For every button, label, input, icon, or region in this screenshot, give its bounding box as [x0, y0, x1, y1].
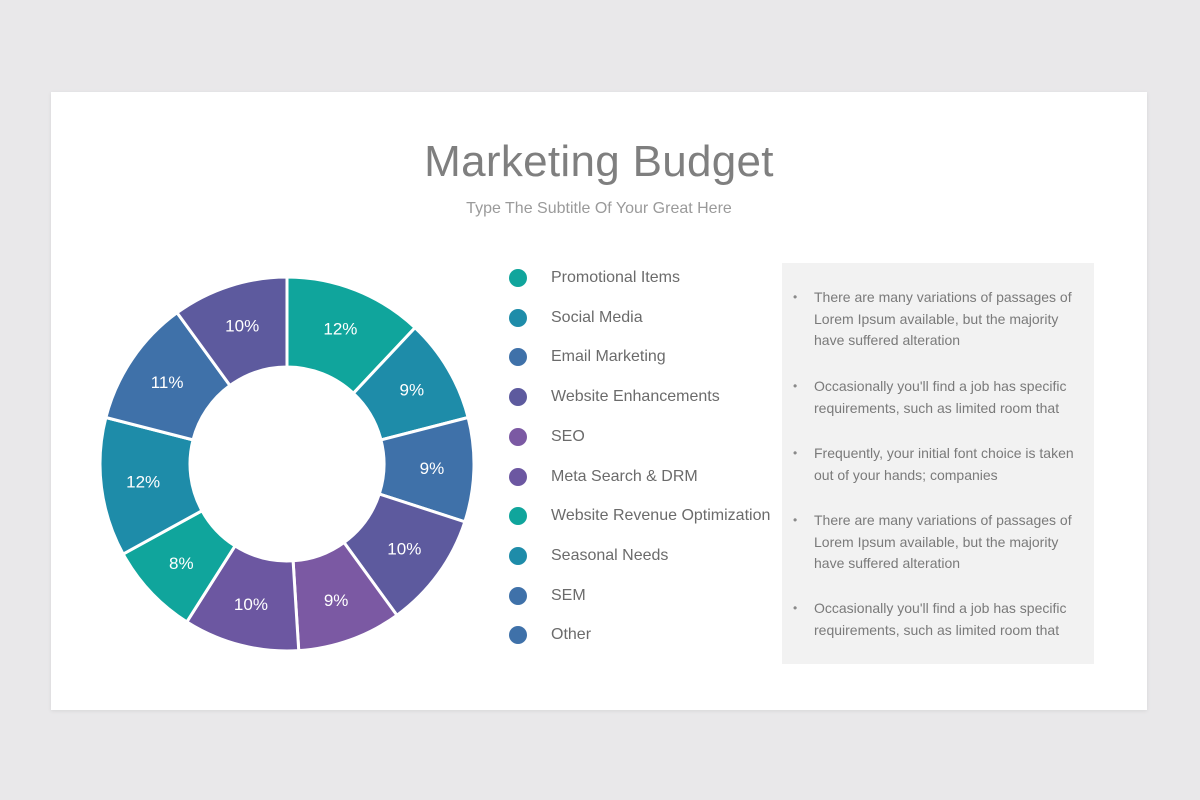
legend-swatch: [509, 269, 527, 287]
note-text: Occasionally you'll find a job has speci…: [814, 600, 1067, 638]
legend-swatch: [509, 467, 527, 486]
bullet-icon: •: [793, 601, 798, 615]
legend-label: Social Media: [551, 308, 643, 326]
legend-item: Other: [509, 623, 591, 647]
note-text: There are many variations of passages of…: [814, 512, 1072, 571]
page-title: Marketing Budget: [424, 137, 774, 186]
legend-swatch: [509, 308, 527, 327]
legend-label: SEM: [551, 586, 586, 604]
page-subtitle: Type The Subtitle Of Your Great Here: [466, 200, 732, 217]
legend-item: Email Marketing: [509, 345, 666, 369]
data-label: 9%: [400, 381, 425, 400]
legend-label: Seasonal Needs: [551, 546, 669, 564]
legend-swatch: [509, 388, 527, 407]
legend-item: Meta Search & DRM: [509, 465, 698, 489]
legend-label: Meta Search & DRM: [551, 467, 698, 485]
legend-label: Website Enhancements: [551, 388, 720, 406]
legend-item: Website Enhancements: [509, 385, 720, 409]
data-label: 10%: [387, 540, 421, 559]
data-label: 8%: [169, 554, 194, 573]
donut-chart: 12% 9% 9% 10% 9% 10% 8% 12% 11% 10%: [98, 275, 476, 653]
note-text: There are many variations of passages of…: [814, 289, 1072, 348]
legend-swatch: [509, 507, 527, 526]
data-label: 12%: [126, 473, 160, 492]
legend-item: Website Revenue Optimization: [509, 504, 770, 528]
note-text: Frequently, your initial font choice is …: [814, 445, 1074, 483]
legend-item: Promotional Items: [509, 266, 680, 290]
legend-label: Email Marketing: [551, 348, 666, 366]
legend-swatch: [509, 626, 527, 645]
data-label: 9%: [420, 459, 445, 478]
legend-item: Social Media: [509, 306, 643, 330]
legend-swatch: [509, 546, 527, 565]
bullet-icon: •: [793, 379, 798, 393]
legend-swatch: [509, 586, 527, 605]
legend-item: Seasonal Needs: [509, 544, 668, 568]
data-label: 10%: [234, 595, 268, 614]
data-label: 11%: [151, 373, 184, 392]
data-label: 12%: [323, 320, 357, 339]
note-text: Occasionally you'll find a job has speci…: [814, 378, 1067, 416]
legend-label: Other: [551, 626, 592, 644]
bullet-icon: •: [793, 446, 798, 460]
legend-label: Website Revenue Optimization: [551, 507, 771, 525]
legend-label: SEO: [551, 427, 585, 445]
donut-segment: [174, 275, 289, 388]
legend-item: SEO: [509, 425, 585, 449]
data-label: 10%: [225, 317, 259, 336]
legend-item: SEM: [509, 584, 586, 608]
legend-swatch: [509, 427, 527, 446]
bullet-icon: •: [793, 290, 798, 304]
data-label: 9%: [324, 591, 349, 610]
legend-swatch: [509, 348, 527, 367]
bullet-icon: •: [793, 513, 798, 527]
notes-panel: • There are many variations of passages o…: [782, 263, 1094, 664]
slide: Marketing Budget Type The Subtitle Of Yo…: [51, 92, 1147, 710]
legend-label: Promotional Items: [551, 269, 680, 286]
